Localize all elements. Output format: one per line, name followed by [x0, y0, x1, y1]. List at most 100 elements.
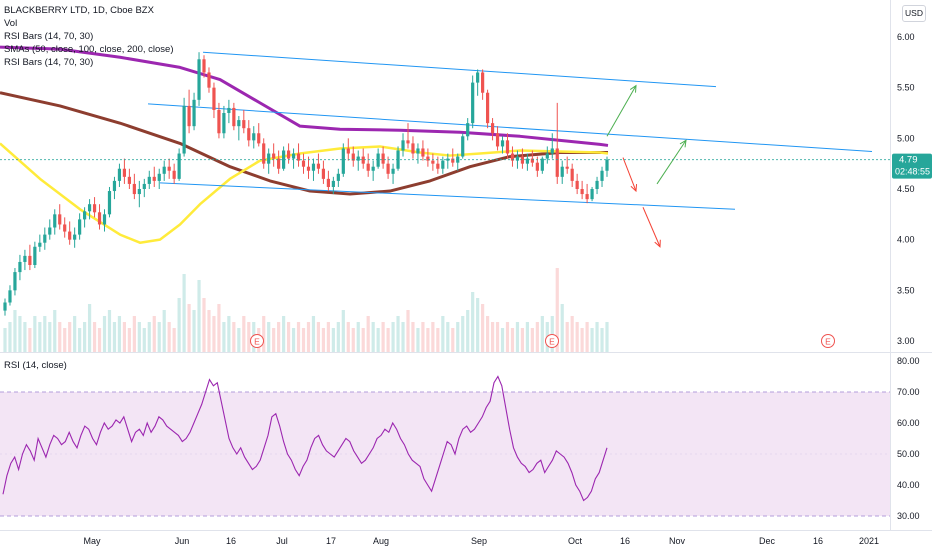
- volume-bar: [585, 322, 589, 352]
- candle-body: [202, 59, 206, 73]
- volume-bar: [187, 304, 191, 352]
- volume-bar: [505, 322, 510, 352]
- candle-body: [282, 150, 286, 169]
- candle-body: [396, 150, 400, 169]
- rsi-band: [0, 391, 890, 517]
- bar-countdown: 02:48:55: [895, 167, 930, 177]
- volume-bar: [177, 298, 181, 352]
- candle-body: [411, 143, 415, 154]
- candle-body: [436, 163, 440, 169]
- volume-bar: [142, 328, 146, 352]
- earnings-marker[interactable]: [250, 334, 264, 348]
- volume-bar: [525, 322, 529, 352]
- volume-bar: [172, 328, 176, 352]
- volume-bar: [38, 322, 42, 352]
- candle-body: [585, 194, 589, 200]
- projection-arrows[interactable]: [606, 84, 687, 248]
- candle-body: [386, 163, 390, 174]
- volume-bar: [207, 310, 211, 352]
- volume-bar: [97, 328, 102, 352]
- arrow-down[interactable]: [622, 157, 637, 192]
- arrow-up[interactable]: [606, 85, 637, 137]
- study-label-rsi-bars[interactable]: RSI Bars (14, 70, 30): [4, 31, 94, 42]
- candle-body: [172, 170, 176, 179]
- arrow-down[interactable]: [642, 207, 661, 247]
- volume-bar: [361, 328, 365, 352]
- volume-bar: [117, 316, 122, 352]
- arrow-head: [679, 139, 687, 148]
- volume-bar: [515, 322, 520, 352]
- volume-bar: [247, 322, 251, 352]
- volume-bar: [311, 316, 316, 352]
- candle-body: [97, 212, 102, 225]
- candle-body: [426, 156, 430, 161]
- candle-body: [152, 176, 156, 181]
- volume-bar: [461, 316, 465, 352]
- study-label-smas[interactable]: SMAs (50, close, 100, close, 200, close): [4, 44, 174, 55]
- volume-bar: [391, 322, 395, 352]
- volume-bar: [43, 316, 47, 352]
- candle-body: [500, 140, 505, 147]
- volume-bar: [535, 322, 539, 352]
- volume-bar: [451, 328, 455, 352]
- time-tick-label: 16: [813, 536, 823, 546]
- volume-bar: [356, 322, 360, 352]
- earnings-marker-label: E: [254, 337, 260, 347]
- volume-bar: [242, 316, 246, 352]
- candle-body: [257, 133, 261, 144]
- volume-bar: [157, 322, 161, 352]
- candle-body: [222, 113, 226, 134]
- trend-channels[interactable]: [147, 51, 873, 210]
- candle-body: [92, 204, 97, 213]
- currency-button[interactable]: USD: [902, 5, 926, 22]
- volume-bar: [217, 304, 221, 352]
- study-label-volume[interactable]: Vol: [4, 18, 18, 29]
- candle-body: [78, 219, 82, 235]
- candle-body: [142, 183, 146, 189]
- volume-bar: [167, 322, 171, 352]
- volume-bar: [222, 322, 226, 352]
- candle-body: [18, 261, 22, 273]
- trend-line[interactable]: [202, 51, 717, 88]
- candlesticks: [3, 52, 609, 316]
- arrow-up[interactable]: [656, 140, 687, 185]
- time-axis[interactable]: May Jun 16 Jul 17 Aug Sep Oct 16 Nov Dec 16 2021: [83, 536, 879, 546]
- candle-body: [441, 160, 445, 169]
- rsi-line: [2, 375, 608, 502]
- rsi-axis[interactable]: 80.00 70.00 60.00 50.00 40.00 30.00: [897, 356, 920, 521]
- volume-bar: [152, 316, 156, 352]
- volume-bar: [386, 328, 390, 352]
- candle-body: [580, 189, 584, 195]
- candle-body: [23, 255, 27, 262]
- rsi-tick-label: 70.00: [897, 387, 920, 397]
- moving-averages: [0, 45, 609, 244]
- sma-200-line: [0, 91, 608, 196]
- trend-line[interactable]: [147, 103, 873, 153]
- volume-bar: [550, 316, 554, 352]
- earnings-marker[interactable]: [545, 334, 559, 348]
- rsi-tick-label: 50.00: [897, 449, 920, 459]
- volume-bar: [595, 322, 599, 352]
- candle-body: [117, 168, 122, 181]
- earnings-marker[interactable]: [821, 334, 835, 348]
- candle-body: [127, 176, 131, 184]
- volume-bar: [476, 298, 480, 352]
- time-tick-label: May: [83, 536, 101, 546]
- volume-bar: [291, 328, 296, 352]
- trend-line[interactable]: [159, 182, 736, 210]
- last-price-value: 4.79: [899, 155, 918, 166]
- candle-body: [267, 153, 271, 164]
- volume-bar: [137, 322, 141, 352]
- candle-body: [247, 128, 251, 141]
- volume-bar: [63, 328, 67, 352]
- price-tick-label: 3.00: [897, 336, 915, 346]
- volume-bar: [441, 316, 445, 352]
- price-tick-label: 4.50: [897, 184, 915, 194]
- study-label-rsi-bars-2[interactable]: RSI Bars (14, 70, 30): [4, 57, 94, 68]
- symbol-title[interactable]: BLACKBERRY LTD, 1D, Cboe BZX: [4, 5, 154, 16]
- volume-bar: [555, 268, 559, 352]
- price-axis[interactable]: 6.00 5.50 5.00 4.50 4.00 3.50 3.00: [897, 32, 915, 346]
- volume-bar: [33, 316, 37, 352]
